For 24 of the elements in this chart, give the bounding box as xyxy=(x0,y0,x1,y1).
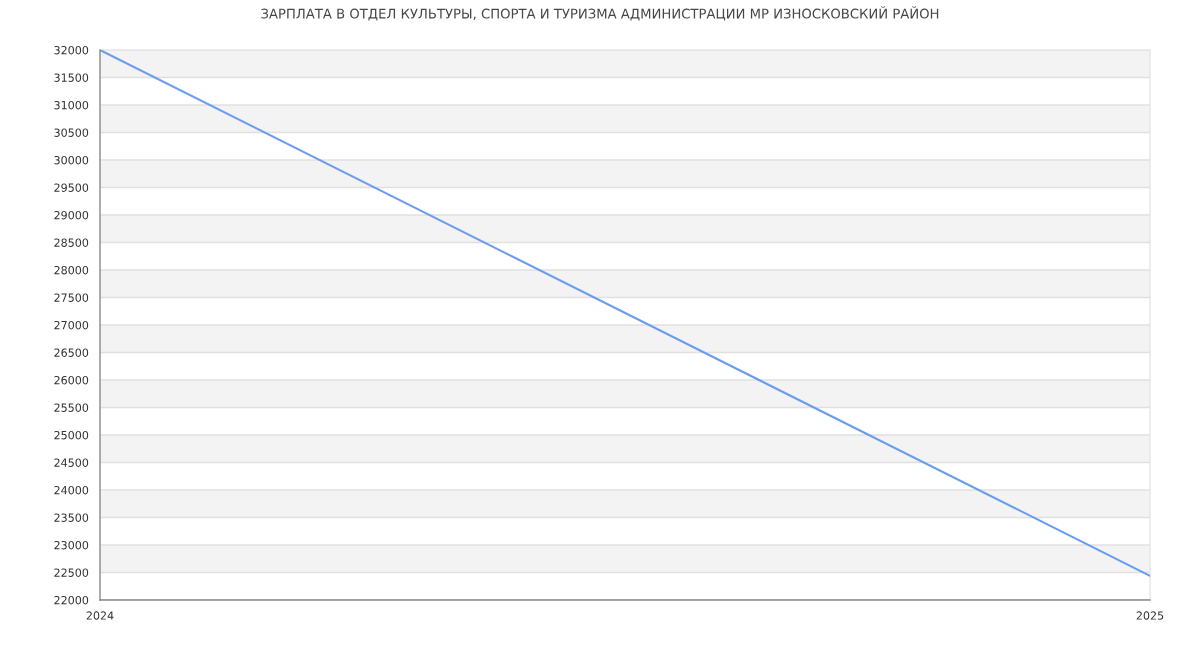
y-tick-label: 23000 xyxy=(54,540,89,550)
y-tick-label: 24500 xyxy=(54,458,89,467)
y-tick-label: 26500 xyxy=(54,348,89,357)
y-tick-label: 28500 xyxy=(54,238,89,247)
y-tick-label: 27500 xyxy=(54,293,89,302)
x-tick-label: 2025 xyxy=(1136,611,1164,620)
y-tick-label: 24000 xyxy=(54,485,89,495)
y-tick-label: 29000 xyxy=(54,210,89,220)
y-tick-label: 31000 xyxy=(54,100,89,110)
y-tick-label: 29500 xyxy=(54,183,89,192)
y-tick-label: 25500 xyxy=(54,403,89,412)
y-tick-label: 28000 xyxy=(54,265,89,275)
y-tick-label: 31500 xyxy=(54,73,89,82)
chart-title: ЗАРПЛАТА В ОТДЕЛ КУЛЬТУРЫ, СПОРТА И ТУРИЗМА АДМИНИСТРАЦИИ МР ИЗНОСКОВСКИЙ РАЙОН xyxy=(261,6,939,21)
y-tick-label: 25000 xyxy=(54,430,89,440)
y-tick-label: 23500 xyxy=(54,513,89,522)
y-tick-label: 22000 xyxy=(54,595,89,605)
y-tick-label: 30500 xyxy=(54,128,89,137)
y-tick-label: 32000 xyxy=(54,45,89,55)
y-tick-label: 26000 xyxy=(54,375,89,385)
y-tick-label: 30000 xyxy=(54,155,89,165)
x-tick-label: 2024 xyxy=(86,611,114,620)
y-tick-label: 22500 xyxy=(54,568,89,577)
y-tick-label: 27000 xyxy=(54,320,89,330)
